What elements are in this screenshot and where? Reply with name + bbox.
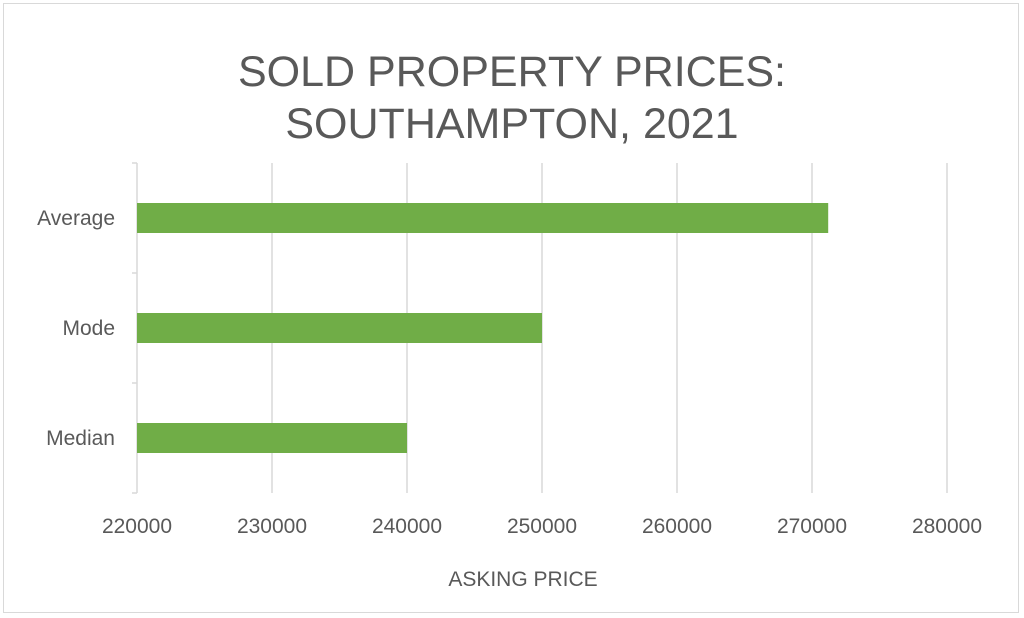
x-tick-label: 240000	[372, 515, 442, 538]
x-tick-label: 260000	[642, 515, 712, 538]
x-tick-label: 250000	[507, 515, 577, 538]
chart-title-line-1: SOLD PROPERTY PRICES:	[237, 48, 787, 96]
category-label-median: Median	[46, 427, 115, 450]
bar-mode	[137, 313, 542, 343]
category-axis	[132, 162, 138, 494]
category-labels: Average Mode Median	[37, 207, 115, 450]
x-tick-label: 230000	[237, 515, 307, 538]
x-tick-label: 280000	[912, 515, 982, 538]
value-axis-ticks: 220000 230000 240000 250000 260000 270000 2800…	[102, 515, 982, 538]
category-label-mode: Mode	[62, 317, 115, 340]
x-axis-title: ASKING PRICE	[448, 568, 597, 591]
bar-average	[137, 203, 829, 233]
x-tick-label: 220000	[102, 515, 172, 538]
bar-median	[137, 423, 407, 453]
x-tick-label: 270000	[777, 515, 847, 538]
chart-title-line-2: SOUTHAMPTON, 2021	[285, 100, 739, 148]
chart-title: SOLD PROPERTY PRICES: SOUTHAMPTON, 2021	[4, 46, 1020, 150]
bars	[137, 203, 829, 453]
category-label-average: Average	[37, 207, 115, 230]
chart-area: SOLD PROPERTY PRICES: SOUTHAMPTON, 2021	[3, 3, 1019, 613]
